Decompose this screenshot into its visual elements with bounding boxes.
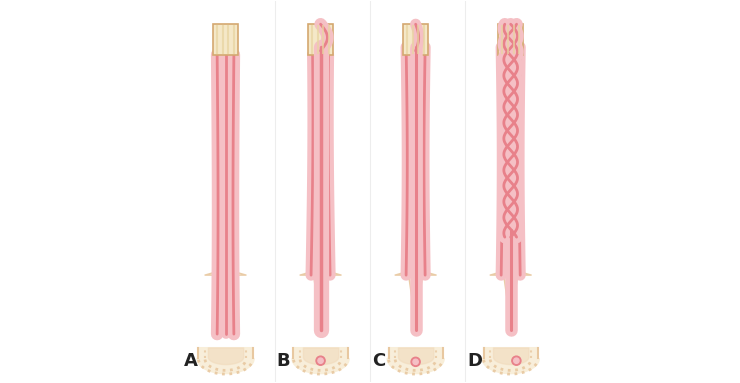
FancyBboxPatch shape bbox=[403, 24, 428, 55]
Text: C: C bbox=[372, 352, 385, 370]
Circle shape bbox=[411, 357, 420, 367]
Polygon shape bbox=[387, 348, 444, 374]
Polygon shape bbox=[394, 271, 437, 324]
FancyBboxPatch shape bbox=[309, 24, 333, 55]
Circle shape bbox=[318, 358, 323, 363]
FancyBboxPatch shape bbox=[498, 24, 523, 55]
Text: D: D bbox=[467, 352, 482, 370]
Polygon shape bbox=[300, 271, 341, 324]
Text: A: A bbox=[184, 352, 198, 370]
Polygon shape bbox=[490, 271, 531, 324]
FancyBboxPatch shape bbox=[213, 24, 238, 55]
Polygon shape bbox=[197, 348, 254, 374]
Circle shape bbox=[316, 356, 325, 365]
Polygon shape bbox=[292, 348, 349, 374]
Circle shape bbox=[514, 358, 519, 363]
Polygon shape bbox=[213, 55, 238, 268]
Circle shape bbox=[512, 356, 521, 365]
Text: B: B bbox=[277, 352, 291, 370]
Polygon shape bbox=[204, 271, 246, 324]
Circle shape bbox=[413, 359, 418, 365]
Polygon shape bbox=[482, 348, 539, 374]
